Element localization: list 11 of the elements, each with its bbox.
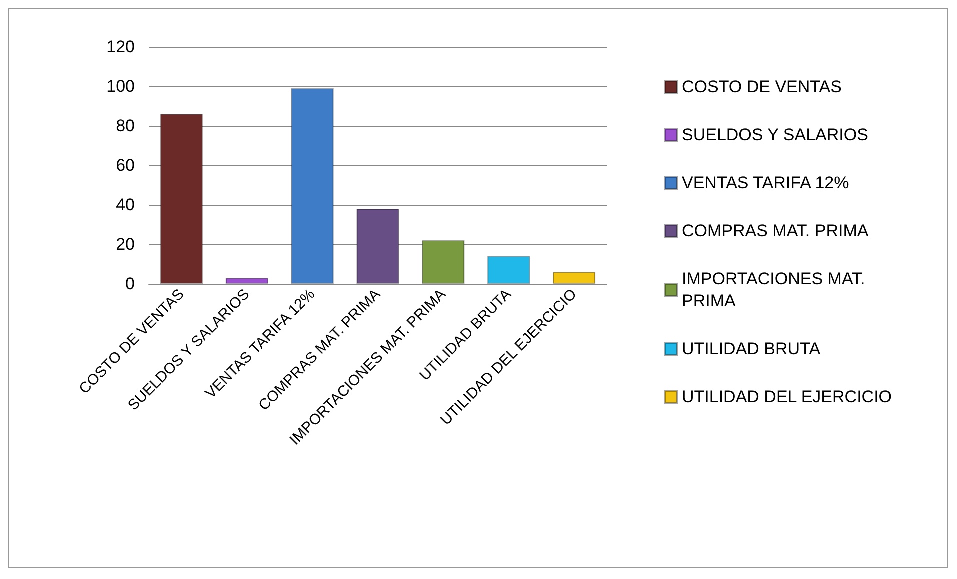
y-tick-label: 20 bbox=[116, 235, 135, 254]
y-tick-label: 80 bbox=[116, 116, 135, 136]
legend-label: COSTO DE VENTAS bbox=[682, 78, 842, 96]
y-tick-label: 40 bbox=[116, 196, 135, 214]
legend-label: COMPRAS MAT. PRIMA bbox=[682, 222, 870, 240]
y-tick-label: 120 bbox=[106, 38, 135, 56]
y-tick-label: 100 bbox=[106, 77, 135, 96]
y-tick-label: 0 bbox=[126, 274, 135, 294]
legend-label: SUELDOS Y SALARIOS bbox=[682, 126, 868, 144]
y-tick-label: 60 bbox=[116, 156, 135, 175]
legend-label: VENTAS TARIFA 12% bbox=[682, 174, 850, 192]
